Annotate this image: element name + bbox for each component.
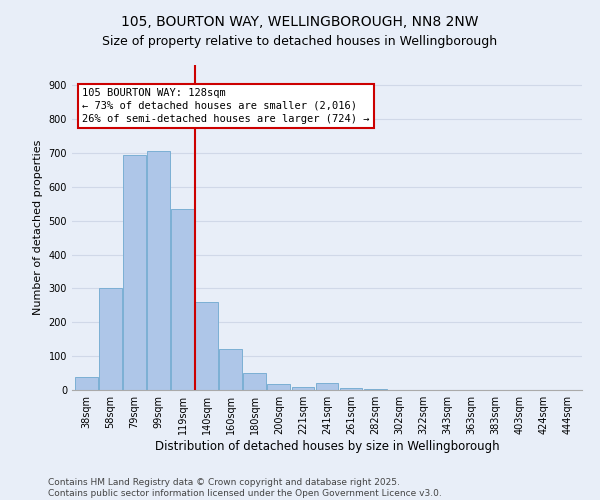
Bar	[292, 388, 314, 390]
Bar	[244, 373, 266, 390]
Text: 105, BOURTON WAY, WELLINGBOROUGH, NN8 2NW: 105, BOURTON WAY, WELLINGBOROUGH, NN8 2N…	[121, 15, 479, 29]
Bar	[220, 350, 242, 390]
Bar	[123, 154, 146, 390]
Bar	[268, 384, 290, 390]
Bar	[147, 152, 170, 390]
Bar	[99, 288, 122, 390]
Text: 105 BOURTON WAY: 128sqm
← 73% of detached houses are smaller (2,016)
26% of semi: 105 BOURTON WAY: 128sqm ← 73% of detache…	[82, 88, 370, 124]
Bar	[316, 382, 338, 390]
Y-axis label: Number of detached properties: Number of detached properties	[33, 140, 43, 315]
Text: Size of property relative to detached houses in Wellingborough: Size of property relative to detached ho…	[103, 35, 497, 48]
Bar	[340, 388, 362, 390]
Bar	[75, 377, 98, 390]
Bar	[195, 302, 218, 390]
Bar	[171, 209, 194, 390]
X-axis label: Distribution of detached houses by size in Wellingborough: Distribution of detached houses by size …	[155, 440, 499, 453]
Text: Contains HM Land Registry data © Crown copyright and database right 2025.
Contai: Contains HM Land Registry data © Crown c…	[48, 478, 442, 498]
